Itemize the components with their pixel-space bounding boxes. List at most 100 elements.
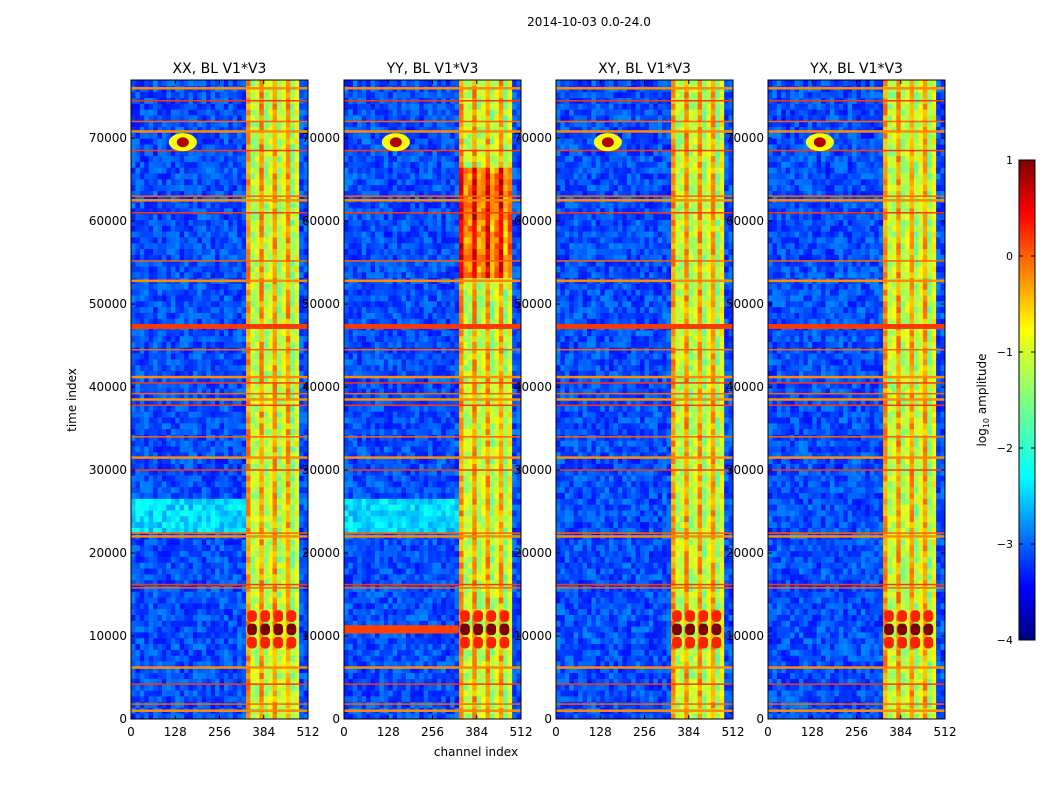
heatmap-cell [250, 579, 256, 586]
heatmap-cell [188, 695, 194, 703]
heatmap-cell [192, 614, 198, 621]
heatmap-cell [290, 143, 296, 151]
heatmap-cell [263, 544, 269, 552]
burst-blob [260, 623, 270, 636]
heatmap-cell [139, 271, 145, 279]
heatmap-cell [139, 219, 145, 226]
heatmap-cell [268, 143, 274, 151]
heatmap-cell [210, 120, 216, 128]
heatmap-cell [232, 562, 238, 569]
heatmap-cell [201, 550, 207, 557]
heatmap-cell [157, 509, 163, 517]
heatmap-cell [157, 678, 163, 685]
heatmap-cell [237, 428, 243, 435]
heatmap-cell [131, 637, 137, 645]
heatmap-cell [157, 416, 163, 424]
heatmap-cell [285, 213, 291, 221]
heatmap-cell [299, 591, 305, 598]
heatmap-cell [223, 318, 229, 325]
heatmap-cell [237, 114, 243, 122]
heatmap-cell [352, 480, 358, 488]
heatmap-cell [357, 207, 363, 215]
heatmap-cell [170, 364, 176, 372]
heatmap-cell [263, 172, 269, 180]
heatmap-cell [135, 567, 141, 575]
heatmap-cell [210, 579, 216, 586]
heatmap-cell [263, 498, 269, 505]
heatmap-cell [170, 271, 176, 279]
heatmap-cell [285, 672, 291, 679]
heatmap-cell [179, 591, 185, 598]
heatmap-cell [148, 149, 154, 157]
heatmap-cell [197, 80, 203, 87]
heatmap-cell [254, 457, 260, 464]
heatmap-cell [144, 329, 150, 337]
heatmap-cell [219, 283, 225, 290]
heatmap-cell [215, 341, 221, 348]
heatmap-cell [139, 114, 145, 122]
heatmap-cell [223, 416, 229, 424]
heatmap-cell [344, 405, 350, 412]
heatmap-cell [281, 504, 287, 511]
heatmap-cell [179, 469, 185, 476]
heatmap-cell [228, 597, 234, 604]
heatmap-cell [148, 219, 154, 226]
heatmap-cell [188, 637, 194, 645]
heatmap-cell [210, 562, 216, 569]
heatmap-cell [148, 370, 154, 377]
heatmap-cell [201, 364, 207, 372]
heatmap-cell [179, 428, 185, 435]
heatmap-cell [175, 562, 181, 569]
heatmap-cell [344, 451, 350, 459]
heatmap-cell [281, 225, 287, 232]
heatmap-cell [161, 509, 167, 517]
heatmap-cell [241, 440, 247, 447]
heatmap-cell [201, 666, 207, 674]
heatmap-cell [299, 155, 305, 162]
heatmap-cell [294, 416, 300, 424]
heatmap-cell [281, 713, 287, 719]
heatmap-cell [348, 132, 354, 139]
heatmap-cell [170, 382, 176, 389]
heatmap-cell [166, 260, 172, 267]
heatmap-cell [352, 335, 358, 343]
heatmap-cell [299, 562, 305, 569]
burst-blob [260, 610, 270, 622]
heatmap-cell [237, 498, 243, 505]
heatmap-cell [250, 126, 256, 133]
heatmap-cell [197, 521, 203, 528]
heatmap-cell [303, 492, 308, 499]
heatmap-cell [259, 713, 265, 719]
heatmap-cell [361, 358, 367, 366]
heatmap-cell [135, 399, 141, 406]
heatmap-cell [197, 120, 203, 128]
heatmap-cell [170, 80, 176, 87]
heatmap-cell [184, 184, 190, 191]
heatmap-cell [361, 312, 367, 319]
heatmap-cell [281, 492, 287, 499]
heatmap-cell [153, 666, 159, 674]
heatmap-cell [131, 480, 137, 488]
heatmap-cell [153, 637, 159, 645]
heatmap-cell [246, 103, 252, 110]
heatmap-cell [148, 167, 154, 174]
heatmap-cell [219, 376, 225, 383]
heatmap-cell [135, 294, 141, 302]
heatmap-cell [272, 143, 278, 151]
heatmap-cell [188, 440, 194, 447]
heatmap-cell [299, 329, 305, 337]
heatmap-cell [188, 184, 194, 191]
heatmap-cell [268, 155, 274, 162]
heatmap-cell [148, 300, 154, 308]
heatmap-cell [299, 666, 305, 674]
heatmap-cell [179, 626, 185, 633]
heatmap-cell [348, 364, 354, 372]
heatmap-cell [223, 666, 229, 674]
heatmap-cell [148, 567, 154, 575]
heatmap-cell [290, 283, 296, 290]
heatmap-cell [268, 318, 274, 325]
heatmap-cell [241, 80, 247, 87]
heatmap-cell [299, 457, 305, 464]
heatmap-cell [188, 649, 194, 656]
heatmap-cell [277, 666, 283, 674]
